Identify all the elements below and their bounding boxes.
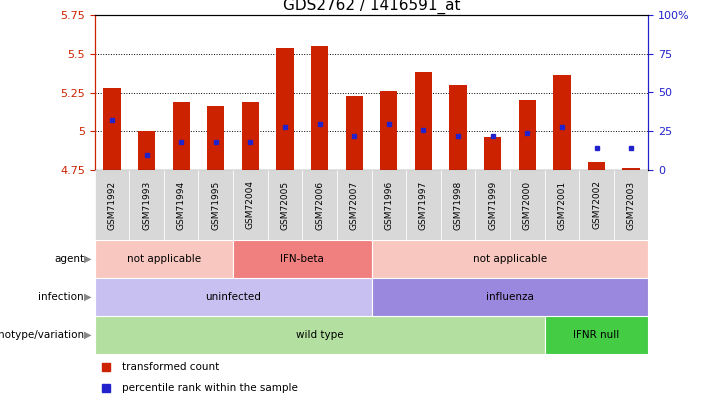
Bar (484, 137, 501, 170)
Bar (95, 170, 129, 240)
Bar (553, 75, 571, 170)
Bar (95, 316, 545, 354)
Bar (415, 72, 432, 170)
Bar (207, 107, 224, 170)
Text: wild type: wild type (296, 330, 343, 340)
Text: GSM72002: GSM72002 (592, 181, 601, 230)
Bar (614, 170, 648, 240)
Bar (129, 170, 164, 240)
Bar (302, 170, 337, 240)
Bar (510, 170, 545, 240)
Text: IFNR null: IFNR null (573, 330, 620, 340)
Text: GSM71994: GSM71994 (177, 181, 186, 230)
Bar (103, 88, 121, 170)
Text: GSM72005: GSM72005 (280, 181, 290, 230)
Text: GSM71996: GSM71996 (384, 181, 393, 230)
Bar (337, 170, 372, 240)
Bar (449, 85, 467, 170)
Text: ▶: ▶ (83, 292, 91, 302)
Text: ▶: ▶ (83, 254, 91, 264)
Text: transformed count: transformed count (123, 362, 219, 373)
Bar (138, 131, 155, 170)
Bar (441, 170, 475, 240)
Text: not applicable: not applicable (127, 254, 201, 264)
Bar (622, 168, 640, 170)
Bar (372, 170, 406, 240)
Text: influenza: influenza (486, 292, 534, 302)
Bar (545, 316, 648, 354)
Bar (95, 278, 372, 316)
Bar (95, 240, 233, 278)
Bar (588, 162, 605, 170)
Text: percentile rank within the sample: percentile rank within the sample (123, 383, 298, 393)
Bar (172, 102, 190, 170)
Text: uninfected: uninfected (205, 292, 261, 302)
Bar (233, 170, 268, 240)
Text: GSM71995: GSM71995 (211, 181, 220, 230)
Bar (380, 91, 397, 170)
Text: agent: agent (54, 254, 84, 264)
Bar (475, 170, 510, 240)
Bar (519, 100, 536, 170)
Text: GSM72001: GSM72001 (557, 181, 566, 230)
Bar (372, 240, 648, 278)
Text: GSM71997: GSM71997 (419, 181, 428, 230)
Bar (268, 170, 302, 240)
Title: GDS2762 / 1416591_at: GDS2762 / 1416591_at (283, 0, 461, 14)
Text: infection: infection (39, 292, 84, 302)
Bar (276, 47, 294, 170)
Text: not applicable: not applicable (473, 254, 547, 264)
Text: GSM72004: GSM72004 (246, 181, 255, 230)
Text: GSM72006: GSM72006 (315, 181, 324, 230)
Text: genotype/variation: genotype/variation (0, 330, 84, 340)
Text: IFN-beta: IFN-beta (280, 254, 325, 264)
Text: GSM71992: GSM71992 (107, 181, 116, 230)
Bar (579, 170, 614, 240)
Bar (242, 102, 259, 170)
Bar (311, 46, 328, 170)
Text: GSM71999: GSM71999 (488, 181, 497, 230)
Text: GSM71998: GSM71998 (454, 181, 463, 230)
Bar (372, 278, 648, 316)
Text: ▶: ▶ (83, 330, 91, 340)
Text: GSM72000: GSM72000 (523, 181, 532, 230)
Bar (233, 240, 372, 278)
Text: GSM72007: GSM72007 (350, 181, 359, 230)
Bar (164, 170, 198, 240)
Bar (545, 170, 579, 240)
Bar (406, 170, 441, 240)
Text: GSM71993: GSM71993 (142, 181, 151, 230)
Bar (346, 96, 363, 170)
Bar (198, 170, 233, 240)
Text: GSM72003: GSM72003 (627, 181, 636, 230)
